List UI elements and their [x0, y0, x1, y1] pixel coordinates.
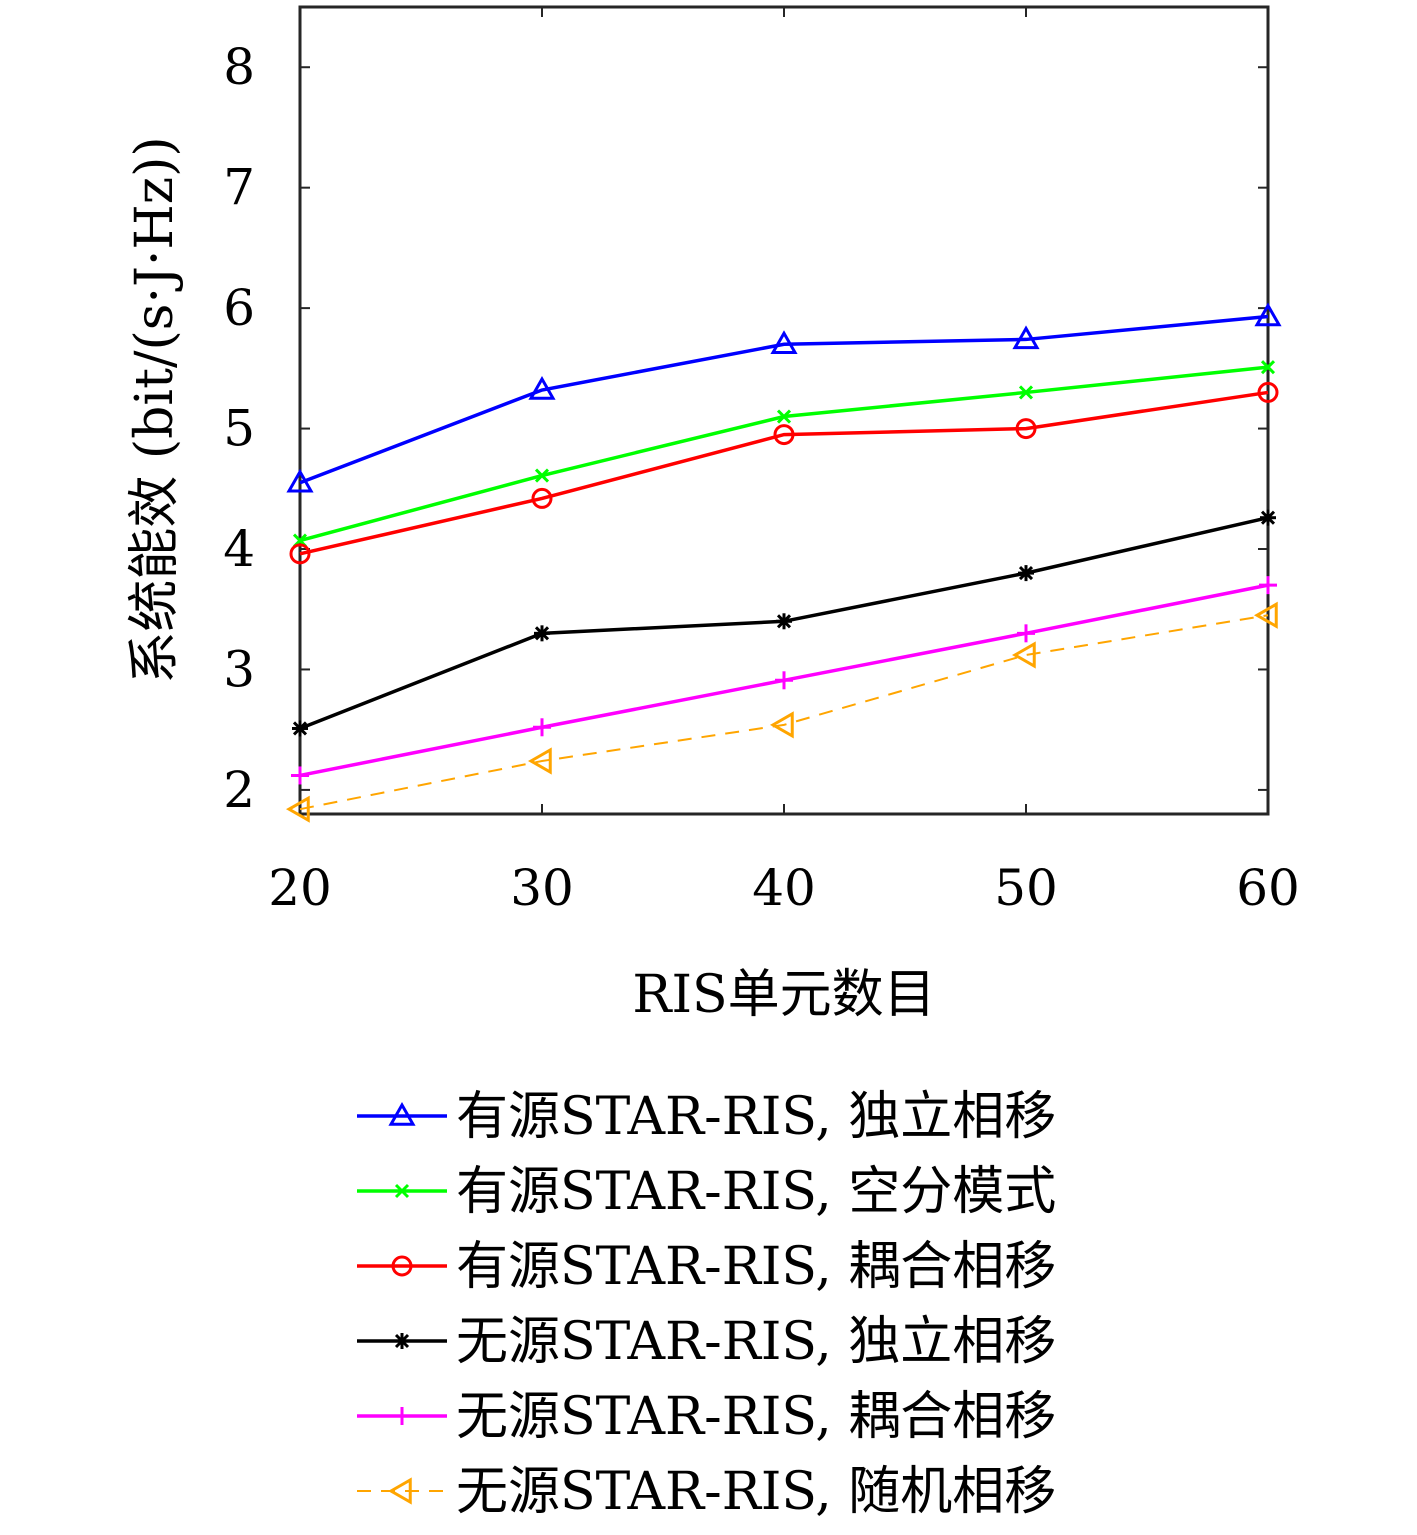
series-5 [285, 601, 1278, 823]
y-tick-label: 7 [223, 159, 255, 217]
marker-triangle-up [1012, 325, 1040, 350]
series-3 [292, 509, 1276, 737]
marker-asterisk [1018, 565, 1034, 582]
legend-label: 有源STAR-RIS, 独立相移 [456, 1087, 1056, 1147]
marker-circle [773, 424, 795, 446]
marker-plus [775, 671, 793, 690]
marker-triangle-left [1253, 601, 1278, 629]
marker-circle [391, 1255, 413, 1277]
y-tick-label: 6 [223, 279, 255, 337]
y-axis-label: 系统能效 (bit/(s·J·Hz)) [125, 136, 185, 683]
x-tick-label: 40 [752, 859, 816, 917]
y-axis-ticks: 2 3 4 5 6 7 8 [223, 38, 1268, 819]
x-tick-label: 20 [268, 859, 332, 917]
marker-triangle-up [528, 376, 556, 400]
legend-item: 有源STAR-RIS, 独立相移 [357, 1087, 1056, 1147]
x-axis-ticks: 20 30 40 50 60 [268, 7, 1300, 917]
legend-item: 有源STAR-RIS, 空分模式 [357, 1162, 1056, 1222]
y-tick-label: 5 [223, 400, 255, 458]
marker-triangle-left [769, 711, 794, 739]
x-tick-label: 50 [994, 859, 1058, 917]
marker-asterisk [292, 720, 308, 737]
x-axis-label: RIS单元数目 [632, 965, 935, 1025]
y-tick-label: 2 [223, 761, 255, 819]
marker-triangle-left [285, 795, 310, 823]
marker-asterisk [1260, 509, 1276, 526]
legend-label: 无源STAR-RIS, 随机相移 [456, 1462, 1056, 1522]
legend-item: 无源STAR-RIS, 随机相移 [357, 1462, 1056, 1522]
series-2 [289, 381, 1279, 565]
marker-triangle-left [387, 1477, 412, 1505]
y-tick-label: 8 [223, 38, 255, 96]
series-0 [286, 302, 1282, 493]
marker-triangle-left [1011, 641, 1036, 669]
legend-label: 有源STAR-RIS, 耦合相移 [456, 1237, 1056, 1297]
x-tick-label: 30 [510, 859, 574, 917]
series-1 [292, 360, 1276, 548]
y-tick-label: 4 [223, 520, 255, 578]
series-line [299, 390, 1269, 556]
marker-x [534, 468, 550, 483]
marker-x [1260, 360, 1276, 375]
marker-plus [393, 1407, 411, 1425]
series-line [299, 365, 1269, 543]
legend-label: 无源STAR-RIS, 耦合相移 [456, 1387, 1056, 1447]
marker-x [1018, 385, 1034, 400]
marker-asterisk [776, 613, 792, 630]
marker-circle [531, 487, 553, 509]
marker-plus [1017, 624, 1035, 643]
marker-asterisk [394, 1333, 410, 1349]
y-tick-label: 3 [223, 640, 255, 698]
legend-item: 无源STAR-RIS, 耦合相移 [357, 1387, 1056, 1447]
marker-x [394, 1183, 410, 1199]
x-tick-label: 60 [1236, 859, 1300, 917]
legend-item: 有源STAR-RIS, 耦合相移 [357, 1237, 1056, 1297]
marker-plus [1259, 576, 1277, 595]
marker-circle [1257, 381, 1279, 403]
legend-label: 有源STAR-RIS, 空分模式 [456, 1162, 1056, 1222]
series-layer [285, 302, 1282, 823]
plot-frame [298, 5, 1270, 816]
marker-circle [289, 543, 311, 565]
marker-triangle-up [286, 468, 314, 493]
series-4 [291, 576, 1277, 785]
marker-asterisk [534, 625, 550, 642]
marker-plus [291, 766, 309, 785]
marker-triangle-up [1254, 302, 1282, 327]
marker-triangle-left [527, 747, 552, 775]
marker-triangle-up [770, 330, 798, 355]
series-line [299, 614, 1269, 811]
marker-circle [1015, 418, 1037, 440]
marker-triangle-up [388, 1101, 416, 1126]
marker-plus [533, 718, 551, 737]
legend-item: 无源STAR-RIS, 独立相移 [357, 1312, 1056, 1372]
series-line [299, 314, 1269, 485]
legend-label: 无源STAR-RIS, 独立相移 [456, 1312, 1056, 1372]
marker-x [776, 409, 792, 424]
